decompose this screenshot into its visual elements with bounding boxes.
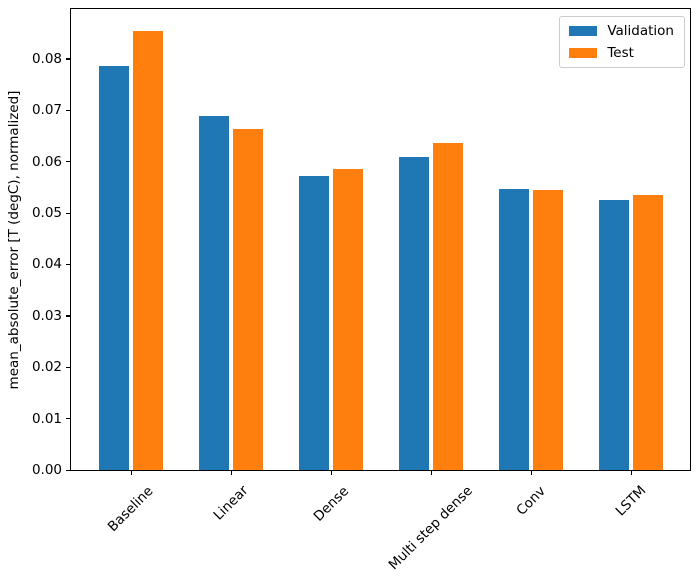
bar-test-multi-step-dense	[433, 143, 463, 470]
x-tick-label: Conv	[513, 482, 549, 519]
legend: Validation Test	[559, 16, 685, 68]
legend-swatch	[569, 48, 598, 58]
bar-test-baseline	[133, 30, 163, 470]
y-tick-label: 0.02	[31, 359, 62, 376]
plot-area: Validation Test 0.00 0.01 0.02 0.03 0.04 0.05 0…	[32, 8, 691, 573]
bar-validation-multi-step-dense	[399, 157, 429, 470]
x-tick-mark	[330, 471, 332, 475]
x-tick-mark	[130, 471, 132, 475]
x-tick-label: Linear	[210, 482, 252, 524]
x-tick-mark	[430, 471, 432, 475]
y-tick-label: 0.00	[31, 462, 62, 478]
bar-validation-baseline	[99, 65, 129, 470]
legend-item: Validation	[569, 23, 674, 39]
x-tick-label: LSTM	[612, 482, 650, 520]
y-tick-mark	[66, 315, 70, 317]
y-tick-mark	[66, 263, 70, 266]
y-tick-label: 0.01	[31, 410, 62, 427]
legend-swatch	[569, 26, 598, 36]
x-tick-label: Dense	[310, 482, 352, 525]
y-tick-label: 0.07	[31, 102, 62, 119]
bar-validation-lstm	[599, 199, 629, 470]
bar-validation-linear	[199, 115, 229, 470]
y-tick-label: 0.03	[31, 307, 62, 324]
y-axis-label: mean_absolute_error [T (degC), normalize…	[6, 90, 22, 390]
x-tick-mark	[530, 471, 532, 475]
y-tick-label: 0.04	[31, 256, 62, 273]
y-tick-mark	[66, 109, 70, 111]
bar-test-dense	[333, 169, 363, 470]
y-tick-label: 0.05	[31, 205, 62, 222]
y-tick-mark	[66, 58, 70, 60]
legend-item: Test	[569, 45, 674, 61]
bar-test-conv	[533, 190, 563, 470]
y-tick-mark	[66, 161, 70, 163]
bar-validation-dense	[299, 175, 329, 470]
bar-validation-conv	[499, 189, 529, 470]
x-tick-mark	[230, 471, 232, 475]
y-tick-label: 0.06	[31, 153, 62, 170]
y-tick-label: 0.08	[31, 50, 62, 67]
x-tick-mark	[630, 471, 632, 475]
bar-test-linear	[233, 128, 263, 470]
bar-test-lstm	[633, 194, 663, 470]
y-tick-mark	[66, 212, 70, 214]
x-tick-label: Baseline	[105, 482, 157, 535]
legend-item-label: Validation	[607, 23, 674, 39]
x-tick-label: Multi step dense	[385, 482, 477, 574]
y-tick-mark	[66, 418, 70, 420]
legend-item-label: Test	[607, 45, 634, 61]
y-tick-mark	[66, 469, 70, 471]
y-tick-mark	[66, 366, 70, 368]
